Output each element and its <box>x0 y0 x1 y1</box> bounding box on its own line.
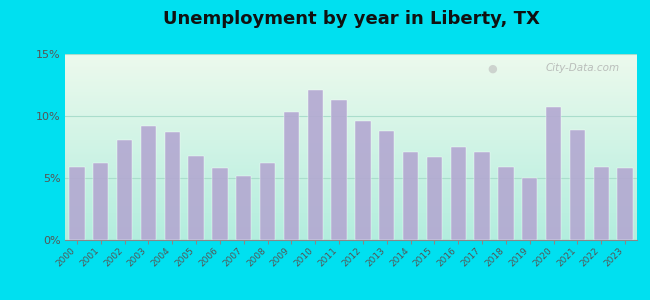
Bar <box>117 140 133 240</box>
Text: Unemployment by year in Liberty, TX: Unemployment by year in Liberty, TX <box>162 11 540 28</box>
Bar <box>283 112 299 240</box>
Bar <box>69 167 84 240</box>
Bar <box>474 152 490 240</box>
Bar <box>260 163 276 240</box>
Bar <box>212 168 227 240</box>
Bar <box>403 152 419 240</box>
Text: ●: ● <box>487 63 497 73</box>
Bar <box>618 168 633 240</box>
Bar <box>498 167 514 240</box>
Bar <box>93 163 109 240</box>
Bar <box>522 178 538 240</box>
Bar <box>593 167 609 240</box>
Bar <box>546 107 562 240</box>
Bar <box>379 131 395 240</box>
Bar <box>188 156 204 240</box>
Bar <box>236 176 252 240</box>
Bar <box>307 90 323 240</box>
Bar <box>426 157 442 240</box>
Bar <box>332 100 347 240</box>
Bar <box>450 147 466 240</box>
Bar <box>140 126 156 240</box>
Text: City-Data.com: City-Data.com <box>546 63 620 73</box>
Bar <box>164 132 180 240</box>
Bar <box>569 130 585 240</box>
Bar <box>355 121 370 240</box>
